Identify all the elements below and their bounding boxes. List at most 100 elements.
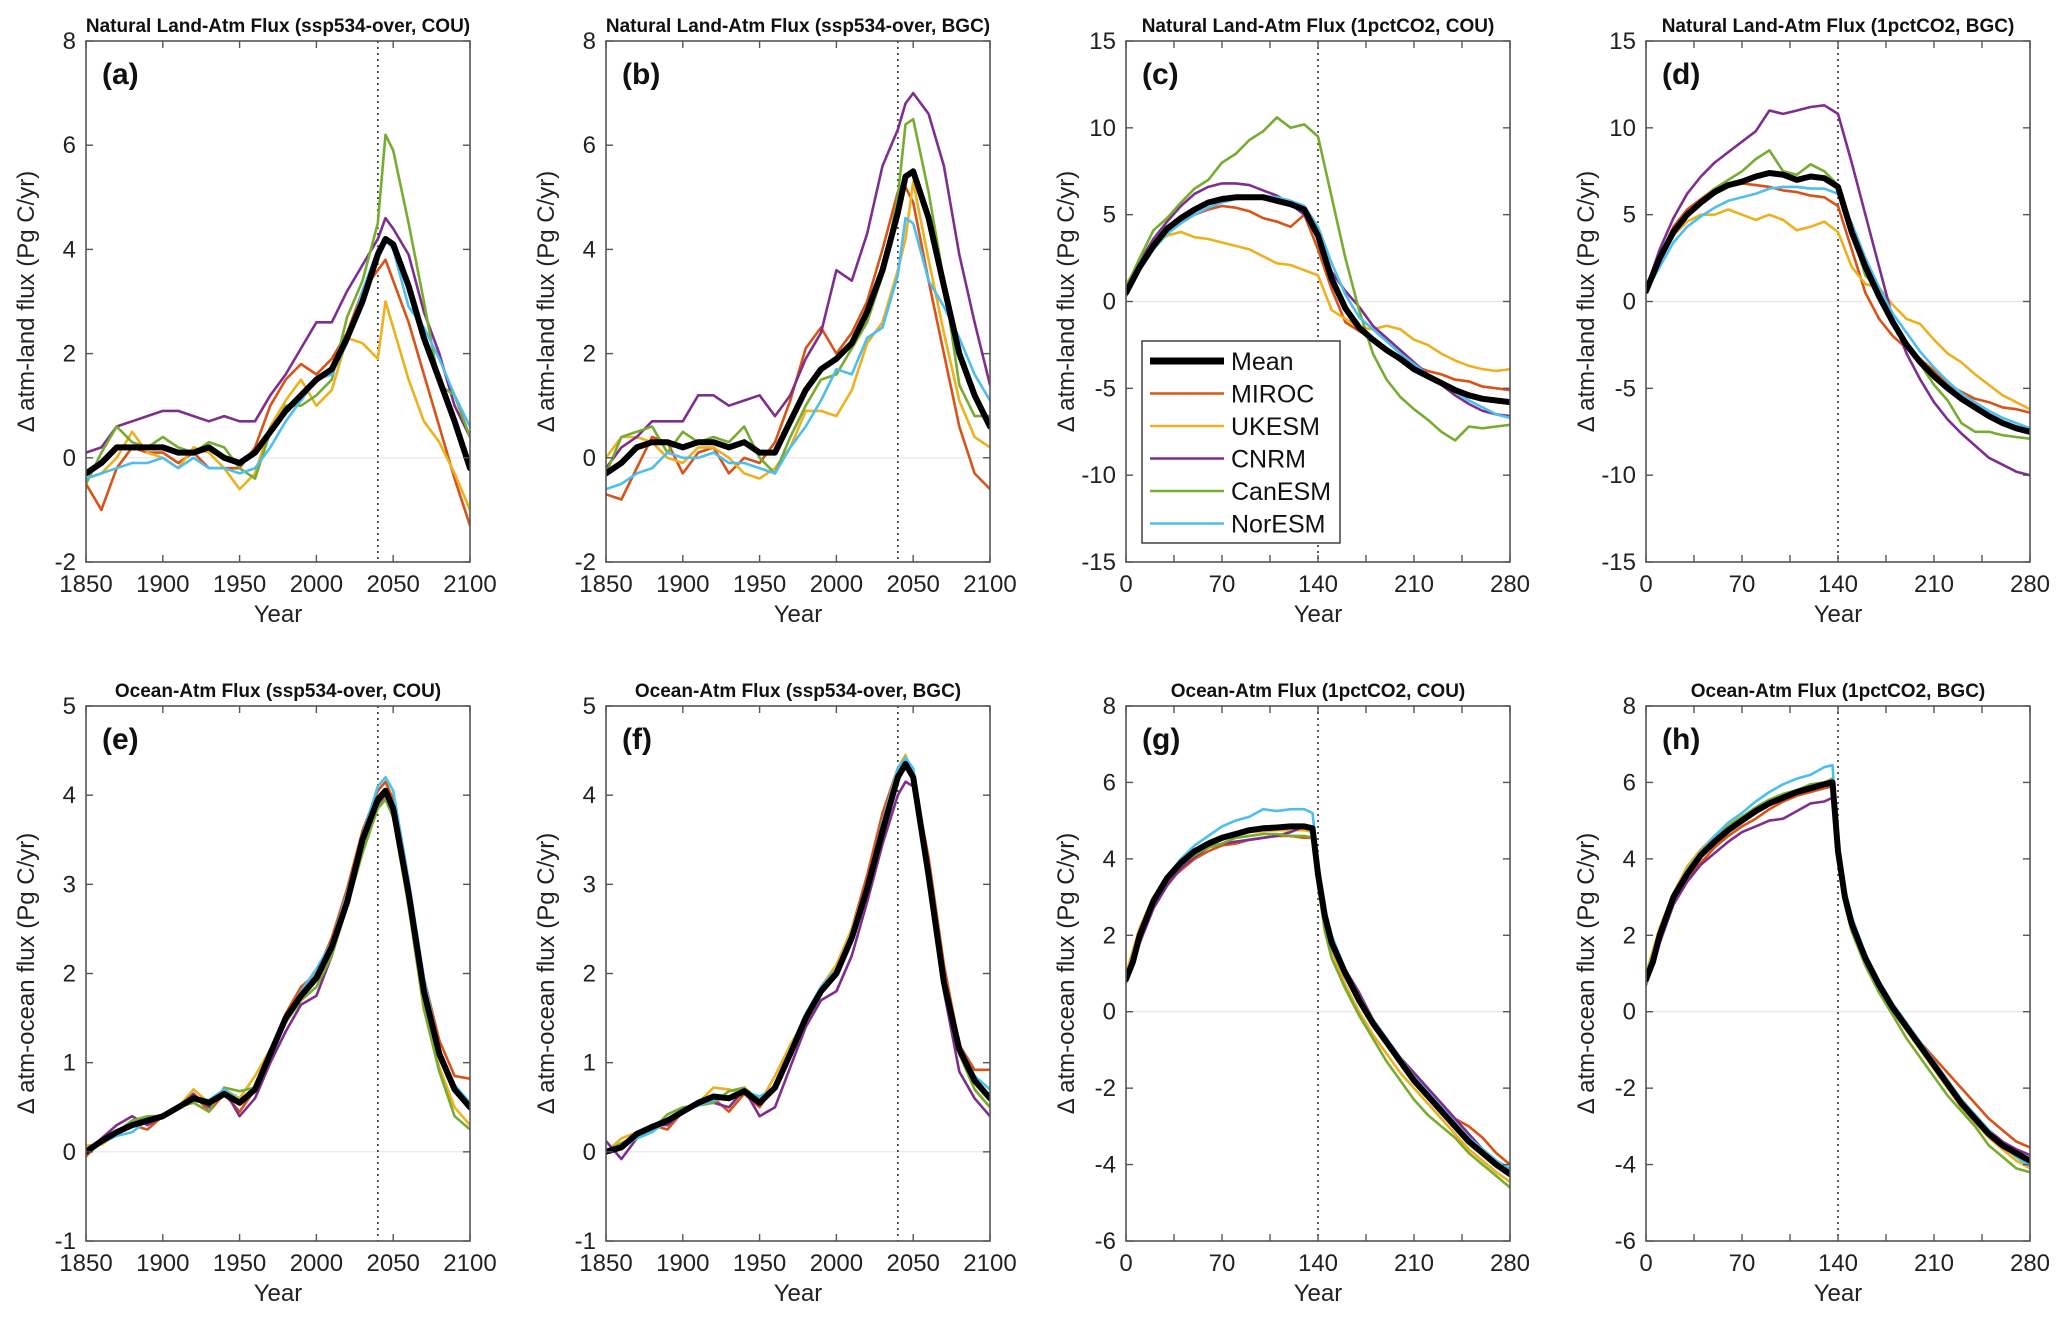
series-line-canesm: [606, 758, 990, 1154]
series-group: [86, 775, 470, 1158]
y-tick-label: -10: [1081, 462, 1116, 489]
y-tick-label: 0: [1103, 999, 1116, 1026]
x-tick-label: 210: [1394, 571, 1434, 598]
y-tick-label: 8: [1623, 693, 1636, 720]
x-tick-label: 0: [1639, 571, 1652, 598]
y-tick-label: -5: [1615, 375, 1636, 402]
x-tick-label: 1850: [579, 571, 632, 598]
legend-label-canesm: CanESM: [1231, 478, 1331, 506]
y-tick-label: 0: [1623, 999, 1636, 1026]
y-tick-label: 0: [583, 445, 596, 472]
panel-label: (c): [1142, 58, 1179, 91]
x-tick-label: 2050: [367, 571, 420, 598]
y-tick-label: 15: [1089, 28, 1116, 55]
y-tick-label: 10: [1089, 115, 1116, 142]
series-line-miroc: [606, 185, 990, 501]
x-tick-label: 210: [1394, 1250, 1434, 1277]
series-line-noresm: [86, 237, 470, 480]
y-tick-label: 5: [1103, 202, 1116, 229]
axes-box: [85, 705, 471, 1242]
panel-label: (a): [102, 58, 139, 91]
series-line-miroc: [86, 780, 470, 1158]
y-tick-label: 10: [1609, 115, 1636, 142]
y-tick-label: 0: [583, 1139, 596, 1166]
y-tick-label: 0: [1623, 289, 1636, 316]
x-tick-label: 70: [1729, 1250, 1756, 1277]
panel-label: (h): [1662, 723, 1700, 756]
y-tick-label: -2: [575, 549, 596, 576]
legend-label-mean: Mean: [1231, 348, 1294, 376]
series-line-mean: [86, 236, 470, 477]
legend-label-cnrm: CNRM: [1231, 446, 1306, 474]
series-line-mean: [606, 168, 990, 477]
series-line-ukesm: [86, 300, 470, 512]
y-tick-label: 2: [1103, 922, 1116, 949]
series-group: [1126, 807, 1510, 1189]
series-line-canesm: [86, 798, 470, 1151]
series-line-ukesm: [86, 798, 470, 1147]
y-tick-label: 1: [63, 1050, 76, 1077]
series-line-noresm: [606, 216, 990, 491]
series-line-miroc: [86, 258, 470, 527]
panel-title: Natural Land-Atm Flux (1pctCO2, COU): [1142, 16, 1495, 37]
series-group: [1646, 104, 2030, 477]
y-tick-label: 5: [583, 693, 596, 720]
y-tick-label: 6: [583, 132, 596, 159]
series-line-canesm: [86, 133, 470, 486]
y-tick-label: 4: [63, 236, 76, 263]
panel-label: (e): [102, 723, 139, 756]
y-tick-label: -5: [1095, 375, 1116, 402]
x-axis-label: Year: [1814, 601, 1863, 628]
series-group: [606, 91, 990, 501]
y-tick-label: 2: [1623, 922, 1636, 949]
x-tick-label: 2000: [810, 571, 863, 598]
y-tick-label: -1: [55, 1228, 76, 1255]
axes-box: [605, 705, 991, 1242]
y-tick-label: 2: [583, 961, 596, 988]
panel-e: Ocean-Atm Flux (ssp534-over, COU) 1850 190…: [13, 681, 497, 1307]
x-tick-label: 2000: [290, 571, 343, 598]
x-tick-label: 1900: [136, 1250, 189, 1277]
y-tick-label: 1: [583, 1050, 596, 1077]
x-tick-label: 1900: [136, 571, 189, 598]
x-tick-label: 2050: [887, 1250, 940, 1277]
y-axis-label: Δ atm-land flux (Pg C/yr): [13, 171, 40, 432]
y-tick-label: 6: [63, 132, 76, 159]
x-tick-label: 2050: [887, 571, 940, 598]
axes-box: [1645, 705, 2031, 1242]
series-line-cnrm: [1646, 104, 2030, 477]
panel-label: (b): [622, 58, 660, 91]
x-axis-label: Year: [1294, 601, 1343, 628]
panel-label: (f): [622, 723, 652, 756]
panel-g: Ocean-Atm Flux (1pctCO2, COU)0 70 140 210 28…: [1053, 681, 1530, 1307]
y-tick-label: 8: [583, 28, 596, 55]
y-axis-label: Δ atm-ocean flux (Pg C/yr): [1053, 833, 1080, 1114]
series-line-cnrm: [86, 216, 470, 454]
panel-h: Ocean-Atm Flux (1pctCO2, BGC)0 70 140 210 28…: [1573, 681, 2050, 1307]
y-axis-label: Δ atm-ocean flux (Pg C/yr): [533, 833, 560, 1114]
x-tick-label: 2050: [367, 1250, 420, 1277]
x-tick-label: 1950: [733, 571, 786, 598]
y-tick-label: -2: [1095, 1075, 1116, 1102]
y-tick-label: 0: [1103, 289, 1116, 316]
panel-f: Ocean-Atm Flux (ssp534-over, BGC) 1850 190…: [533, 681, 1017, 1307]
x-tick-label: 280: [2010, 1250, 2050, 1277]
x-tick-label: 1850: [579, 1250, 632, 1277]
x-tick-label: 0: [1119, 571, 1132, 598]
y-tick-label: 4: [1103, 846, 1116, 873]
panel-b: Natural Land-Atm Flux (ssp534-over, BGC)…: [533, 16, 1017, 628]
x-tick-label: 140: [1818, 1250, 1858, 1277]
x-axis-label: Year: [774, 1280, 823, 1307]
y-tick-label: 4: [63, 782, 76, 809]
y-tick-label: 3: [63, 871, 76, 898]
series-line-mean: [86, 787, 470, 1155]
y-axis-label: Δ atm-ocean flux (Pg C/yr): [1573, 833, 1600, 1114]
x-tick-label: 210: [1914, 571, 1954, 598]
series-line-cnrm: [86, 793, 470, 1154]
x-tick-label: 0: [1119, 1250, 1132, 1277]
axes-box: [605, 40, 991, 563]
panel-title: Natural Land-Atm Flux (1pctCO2, BGC): [1662, 16, 2015, 37]
panel-title: Ocean-Atm Flux (1pctCO2, COU): [1171, 681, 1466, 702]
x-tick-label: 2100: [963, 571, 1016, 598]
